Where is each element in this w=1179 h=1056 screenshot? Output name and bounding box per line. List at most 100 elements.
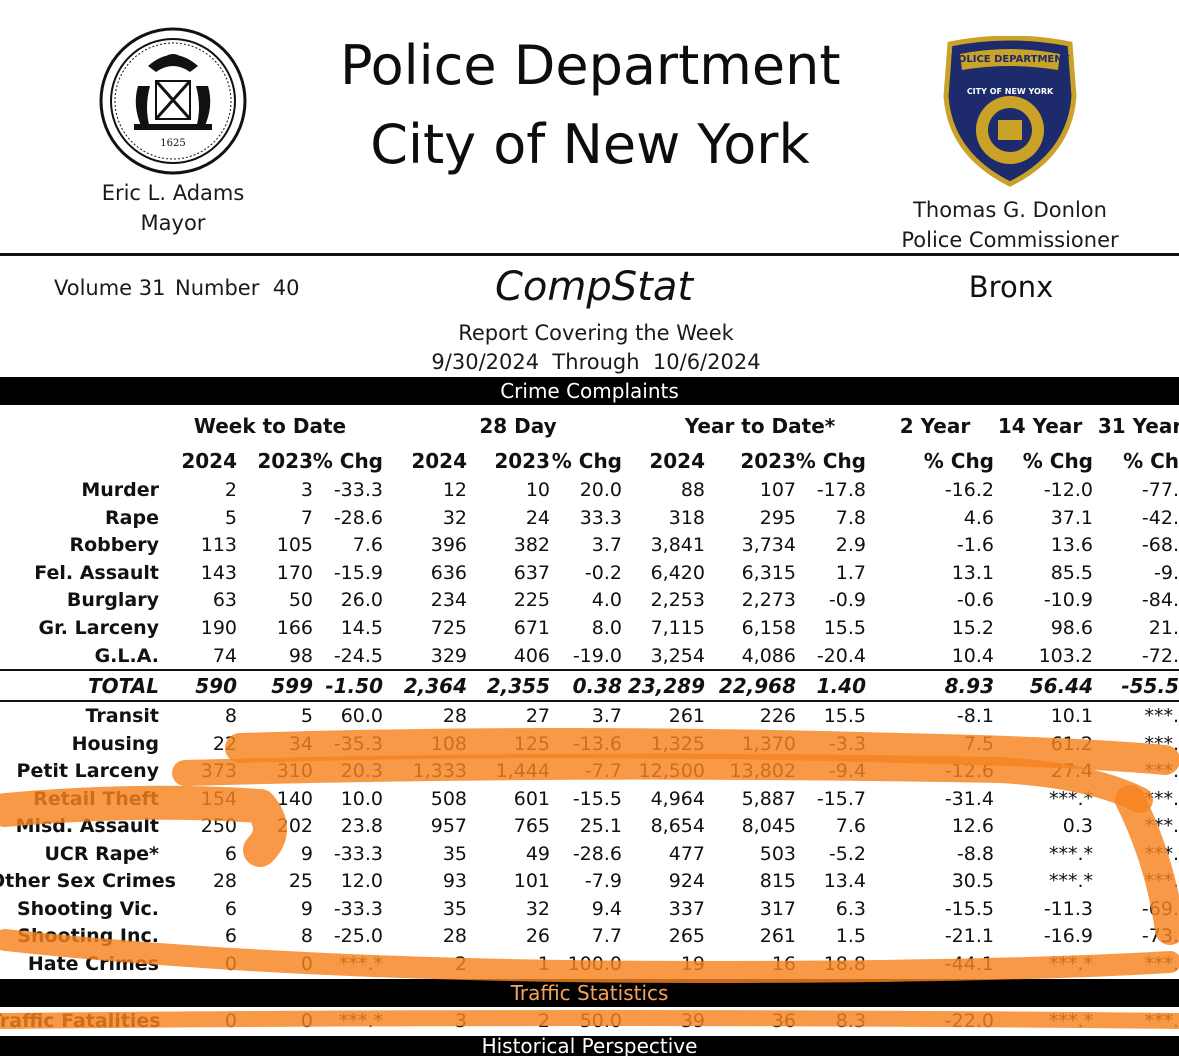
mayor-name: Eric L. Adams [101, 181, 245, 205]
table-row-label: Murder [81, 479, 159, 501]
table-row-cell: 98.6 [1050, 617, 1093, 639]
table-row-cell: ***. [1144, 952, 1179, 975]
table-row-cell: 107 [759, 479, 796, 501]
table-row-cell: 6,315 [741, 561, 796, 584]
table-row-cell: 105 [276, 534, 313, 557]
table-row-cell: 74 [212, 644, 237, 667]
column-header: 2023 [494, 449, 550, 473]
table-row-cell: -16.2 [944, 479, 994, 501]
total-row-cell: 1.40 [816, 674, 866, 698]
table-row-cell: -33.3 [333, 842, 383, 865]
table-row-cell: ***. [1144, 760, 1179, 782]
traffic-statistics-title: Traffic Statistics [510, 981, 669, 1005]
table-row-cell: 98 [288, 644, 313, 667]
table-row-cell: -33.3 [333, 479, 383, 501]
table-row-cell: -21.1 [944, 925, 994, 947]
table-row-label: Rape [105, 506, 159, 529]
table-row-cell: 7.6 [352, 534, 383, 557]
table-row-cell: 8 [224, 705, 237, 727]
table-row-cell: -19.0 [572, 644, 622, 667]
seal-year: 1625 [160, 138, 185, 149]
table-row-cell: 143 [200, 561, 237, 584]
borough-name: Bronx [968, 270, 1054, 304]
table-row-cell: 637 [513, 561, 550, 584]
table-row-cell: 49 [525, 842, 550, 865]
table-row-cell: -17.8 [816, 479, 866, 501]
table-row-cell: ***. [1144, 787, 1179, 810]
total-row-cell: -1.50 [325, 674, 383, 698]
table-row-cell: 671 [513, 617, 550, 639]
table-row-cell: 3 [300, 479, 313, 501]
table-row-cell: 329 [430, 644, 467, 667]
table-row-cell: 6.3 [835, 897, 866, 920]
table-row-cell: -1.6 [956, 534, 994, 557]
column-header: 2024 [181, 449, 237, 473]
table-row-cell: 20.0 [579, 479, 622, 501]
table-row-cell: -8.8 [956, 842, 994, 865]
table-row-cell: 5 [300, 705, 313, 727]
table-row-cell: -3.3 [828, 732, 866, 755]
table-row-cell: -5.2 [828, 842, 866, 865]
table-row-cell: 2.9 [835, 534, 866, 557]
table-row-cell: 15.5 [823, 705, 866, 727]
report-name: CompStat [494, 264, 694, 310]
table-row-cell: 103.2 [1038, 644, 1093, 667]
table-row-cell: 88 [680, 479, 705, 501]
group-header: Week to Date [193, 414, 347, 438]
table-row-cell: 503 [759, 842, 796, 865]
table-row-cell: 33.3 [579, 506, 622, 529]
table-row-cell: 6,158 [741, 617, 796, 639]
table-row-cell: 406 [513, 644, 550, 667]
table-row-cell: 261 [668, 705, 705, 727]
table-row-cell: 8,045 [741, 815, 796, 837]
table-row-cell: -84. [1141, 589, 1179, 612]
header-divider [0, 253, 1179, 256]
table-row-cell: 382 [513, 534, 550, 557]
table-row-cell: 957 [430, 815, 467, 837]
table-row-cell: 3.7 [591, 534, 622, 557]
table-row-cell: 337 [668, 897, 705, 920]
table-row-cell: 4,086 [741, 644, 796, 667]
table-row-cell: ***. [1144, 732, 1179, 755]
total-row-cell: 56.44 [1029, 674, 1093, 698]
table-row-cell: -42. [1141, 506, 1179, 529]
table-row-cell: -72. [1141, 644, 1179, 667]
total-row-cell: 590 [195, 674, 237, 698]
total-row-cell: 599 [271, 674, 313, 698]
badge-ring-text: CITY OF NEW YORK [967, 87, 1054, 96]
table-row-cell: 10.1 [1050, 705, 1093, 727]
table-row-cell: 1.5 [835, 925, 866, 947]
table-row-cell: -69. [1141, 897, 1179, 920]
traffic-row-cell: -22.0 [944, 1010, 994, 1032]
table-row-cell: 9 [300, 842, 313, 865]
group-header: Year to Date* [684, 414, 836, 438]
table-row-cell: -15.7 [816, 787, 866, 810]
table-row-cell: 1.7 [835, 561, 866, 584]
table-row-cell: 318 [668, 506, 705, 529]
volume-label: Volume 31 [54, 276, 166, 300]
table-row-cell: 85.5 [1050, 561, 1093, 584]
column-header: % Chg [551, 449, 622, 473]
table-row-cell: 3.7 [591, 705, 622, 727]
table-row-cell: 15.5 [823, 617, 866, 639]
column-header: % Chg [312, 449, 383, 473]
table-row-cell: 101 [513, 870, 550, 892]
total-row-label: TOTAL [88, 674, 159, 698]
table-row-cell: 2,253 [650, 589, 705, 612]
historical-perspective-bar: Historical Perspective [0, 1036, 1179, 1056]
column-header: % Chg [795, 449, 866, 473]
table-row-label: Fel. Assault [34, 561, 159, 584]
traffic-row-cell: ***. [1144, 1010, 1179, 1032]
total-row-cell: 0.38 [572, 674, 622, 698]
table-row-label: G.L.A. [94, 644, 159, 667]
table-row-cell: ***. [1144, 705, 1179, 727]
table-row-cell: 7.6 [835, 815, 866, 837]
table-row-cell: ***. [1144, 870, 1179, 892]
table-row-cell: -44.1 [944, 952, 994, 975]
table-row-cell: 18.8 [823, 952, 866, 975]
table-row-cell: 30.5 [951, 870, 994, 892]
traffic-statistics-bar: Traffic Statistics [0, 979, 1179, 1007]
table-row-cell: 12.6 [951, 815, 994, 837]
column-header: % Ch [1123, 449, 1179, 473]
table-row-cell: -12.0 [1043, 479, 1093, 501]
